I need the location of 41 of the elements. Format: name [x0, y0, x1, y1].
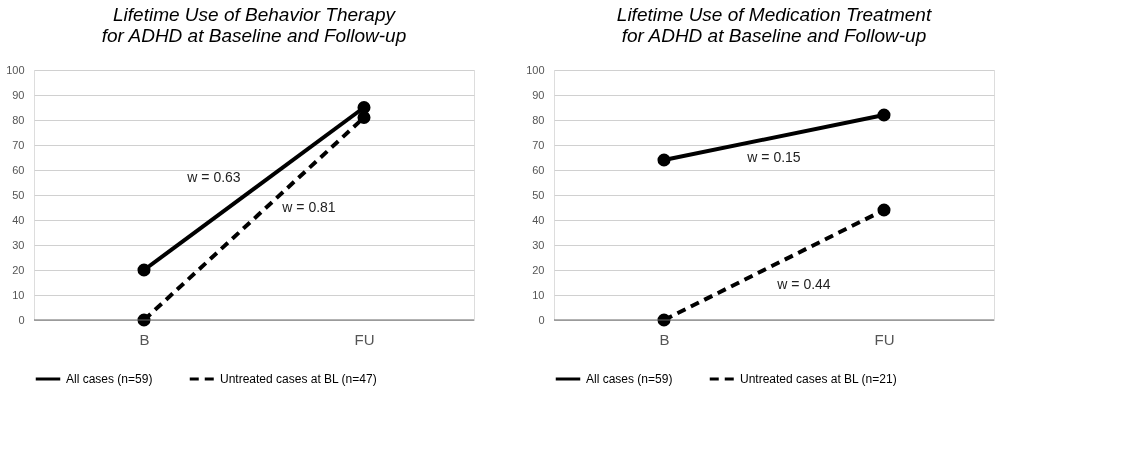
y-tick-label: 20 — [532, 263, 545, 276]
y-tick-label: 30 — [12, 238, 25, 251]
chart-title: Lifetime Use of Behavior Therapy for ADHD at Baseline and Follow-up — [101, 4, 407, 46]
annotation: w = 0.81 — [281, 198, 336, 215]
point — [357, 110, 371, 125]
y-tick-label: 40 — [12, 213, 25, 226]
annotation: w = 0.44 — [776, 276, 831, 292]
legend-label: All cases (n=59) — [66, 372, 153, 386]
annotation: w = 0.63 — [186, 168, 241, 185]
x-tick-label: B — [659, 330, 670, 348]
chart-title: Lifetime Use of Medication Treatment for ADHD at Baseline and Follow-up — [616, 4, 932, 46]
y-tick-label: 80 — [532, 113, 545, 126]
y-tick-label: 20 — [12, 263, 25, 276]
point — [877, 203, 891, 217]
x-tick-label: FU — [354, 330, 375, 348]
y-tick-label: 10 — [532, 288, 545, 301]
y-tick-label: 50 — [12, 188, 25, 201]
point — [657, 153, 671, 167]
annotation: w = 0.15 — [746, 148, 801, 165]
y-tick-label: 10 — [12, 288, 25, 301]
y-tick-label: 70 — [12, 138, 25, 151]
y-tick-label: 0 — [18, 313, 25, 326]
y-tick-label: 60 — [12, 163, 25, 176]
y-tick-label: 80 — [12, 113, 25, 126]
x-tick-label: FU — [874, 330, 895, 348]
x-tick-label: B — [139, 330, 150, 348]
legend-label: Untreated cases at BL (n=47) — [220, 372, 377, 386]
y-tick-label: 100 — [526, 63, 545, 76]
y-tick-label: 70 — [532, 138, 545, 151]
y-tick-label: 30 — [532, 238, 545, 251]
y-tick-label: 90 — [532, 88, 545, 101]
y-tick-label: 0 — [538, 313, 545, 326]
legend-label: All cases (n=59) — [586, 372, 673, 386]
y-tick-label: 60 — [532, 163, 545, 176]
y-tick-label: 100 — [6, 63, 25, 76]
legend-label: Untreated cases at BL (n=21) — [740, 372, 897, 386]
point — [137, 263, 151, 277]
point — [877, 108, 891, 122]
y-tick-label: 90 — [12, 88, 25, 101]
y-tick-label: 40 — [532, 213, 545, 226]
y-tick-label: 50 — [532, 188, 545, 201]
